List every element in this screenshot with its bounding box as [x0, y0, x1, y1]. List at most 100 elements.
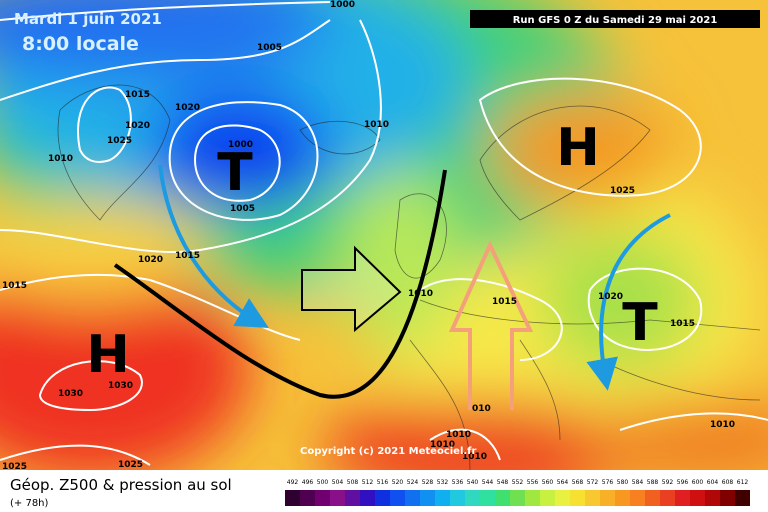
scale-swatch — [495, 490, 510, 506]
scale-label: 520 — [392, 479, 404, 486]
scale-swatch — [300, 490, 315, 506]
scale-label: 544 — [482, 479, 494, 486]
system-letter: H — [556, 118, 600, 178]
isobar-label: 1025 — [118, 460, 143, 470]
lead-time: (+ 78h) — [10, 498, 49, 509]
scale-swatch — [735, 490, 750, 506]
scale-swatch — [675, 490, 690, 506]
isobar-label: 1020 — [138, 255, 163, 265]
scale-label: 592 — [662, 479, 674, 486]
isobar-label: 1010 — [462, 452, 487, 462]
scale-label: 612 — [737, 479, 749, 486]
local-time: 8:00 locale — [22, 33, 139, 55]
scale-swatch — [705, 490, 720, 506]
scale-label: 516 — [377, 479, 389, 486]
scale-swatch — [390, 490, 405, 506]
run-box — [470, 10, 760, 28]
scale-swatch — [630, 490, 645, 506]
scale-swatch — [450, 490, 465, 506]
scale-label: 564 — [557, 479, 569, 486]
system-letter: T — [622, 293, 658, 353]
scale-label: 596 — [677, 479, 689, 486]
scale-swatch — [660, 490, 675, 506]
scale-label: 584 — [632, 479, 644, 486]
scale-swatch — [720, 490, 735, 506]
scale-label: 540 — [467, 479, 479, 486]
isobar-labels: 1000 1005 1015 1020 1020 1025 1010 1000 1005 1010… — [2, 0, 735, 472]
scale-label: 588 — [647, 479, 659, 486]
date: Mardi 1 juin 2021 — [14, 10, 162, 28]
scale-swatch — [510, 490, 525, 506]
scale-label: 536 — [452, 479, 464, 486]
isobar-label: 1015 — [492, 297, 517, 307]
scale-swatch — [330, 490, 345, 506]
scale-label: 608 — [722, 479, 734, 486]
run-info: Run GFS 0 Z du Samedi 29 mai 2021 — [513, 15, 718, 26]
scale-swatch — [540, 490, 555, 506]
scale-swatch — [555, 490, 570, 506]
scale-swatch — [345, 490, 360, 506]
isobar-label: 1020 — [175, 103, 200, 113]
system-letter: T — [217, 143, 253, 203]
scale-label: 552 — [512, 479, 524, 486]
scale-label: 512 — [362, 479, 374, 486]
footer-title: Géop. Z500 & pression au sol — [10, 476, 232, 494]
isobar-label: 1000 — [330, 0, 355, 10]
isobar-label: 1000 — [228, 140, 253, 150]
isobar-label: 1030 — [108, 381, 133, 391]
isobar-label: 1005 — [257, 43, 282, 53]
isobar-label: 1010 — [446, 430, 471, 440]
scale-swatch — [525, 490, 540, 506]
scale-label: 508 — [347, 479, 359, 486]
color-scale: 492 496 500 504 508 512 516 520 524 528 532 536 540 5… — [285, 479, 750, 506]
scale-swatch — [465, 490, 480, 506]
isobar-label: 010 — [472, 404, 491, 414]
scale-swatch — [315, 490, 330, 506]
isobars — [0, 1, 768, 466]
isobar-label: 1015 — [125, 90, 150, 100]
scale-label: 548 — [497, 479, 509, 486]
annotations — [113, 164, 671, 410]
scale-label: 576 — [602, 479, 614, 486]
scale-label: 492 — [287, 479, 299, 486]
scale-label: 504 — [332, 479, 344, 486]
system-letter: H — [86, 325, 130, 385]
scale-swatch — [480, 490, 495, 506]
isobar-label: 1030 — [58, 389, 83, 399]
scale-label: 604 — [707, 479, 719, 486]
scale-label: 572 — [587, 479, 599, 486]
scale-swatch — [600, 490, 615, 506]
isobar-label: 1010 — [48, 154, 73, 164]
scale-swatch — [435, 490, 450, 506]
scale-swatch — [375, 490, 390, 506]
isobar-label: 1010 — [710, 420, 735, 430]
isobar-label: 1020 — [125, 121, 150, 131]
scale-swatch — [585, 490, 600, 506]
scale-label: 524 — [407, 479, 419, 486]
map-field: 1000 1005 1015 1020 1020 1025 1010 1000 1005 1010… — [0, 0, 768, 472]
isobar-label: 1015 — [2, 281, 27, 291]
isobar-label: 1010 — [408, 289, 433, 299]
scale-label: 496 — [302, 479, 314, 486]
scale-label: 556 — [527, 479, 539, 486]
isobar-label: 1015 — [670, 319, 695, 329]
isobar-label: 1015 — [175, 251, 200, 261]
scale-label: 580 — [617, 479, 629, 486]
isobar-label: 1025 — [2, 462, 27, 472]
scale-swatch — [405, 490, 420, 506]
isobar-label: 1025 — [610, 186, 635, 196]
isobar-label: 1025 — [107, 136, 132, 146]
scale-swatch — [285, 490, 300, 506]
scale-label: 500 — [317, 479, 329, 486]
isobar-label: 1010 — [364, 120, 389, 130]
scale-swatch — [360, 490, 375, 506]
scale-label: 600 — [692, 479, 704, 486]
scale-label: 560 — [542, 479, 554, 486]
isobar-label: 1010 — [430, 440, 455, 450]
scale-swatch — [615, 490, 630, 506]
scale-swatch — [690, 490, 705, 506]
isobar-label: 1005 — [230, 204, 255, 214]
copyright: Copyright (c) 2021 Meteociel.fr — [300, 446, 477, 457]
